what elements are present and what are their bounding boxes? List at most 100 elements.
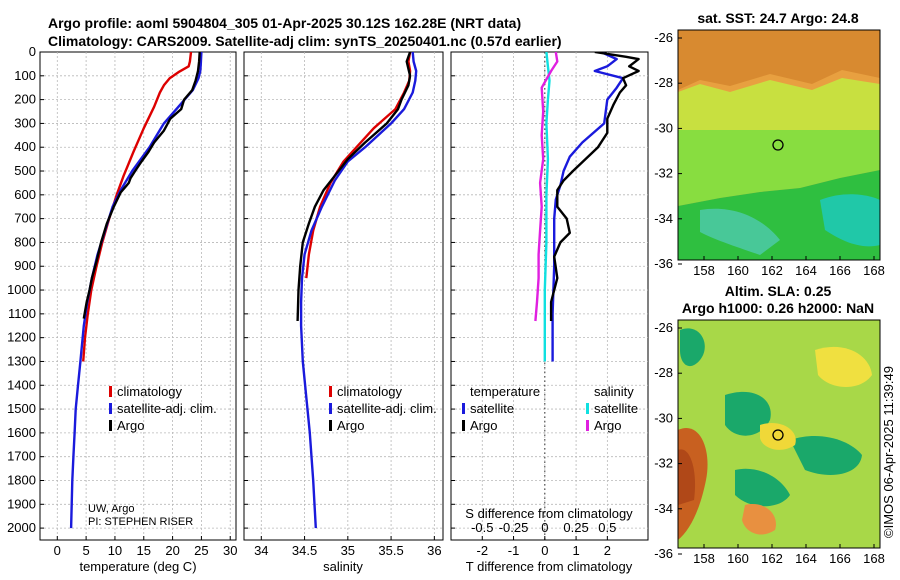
legend-label: Argo [337, 418, 364, 433]
x-tick-label: 25 [194, 543, 208, 558]
x-tick-label: 10 [108, 543, 122, 558]
lon-tick-label: 166 [829, 551, 851, 566]
sst-map-yellowgreen-band [678, 78, 880, 130]
x-tick-label: 30 [223, 543, 237, 558]
legend-label: climatology [117, 384, 183, 399]
difference-legend: temperature satellite Argo salinity sate… [462, 384, 638, 433]
difference-plot-frame [450, 51, 649, 541]
lon-tick-label: 166 [829, 263, 851, 278]
lon-tick-label: 164 [795, 263, 817, 278]
y-tick-label: 100 [14, 68, 36, 83]
sst-map [677, 29, 881, 261]
x-tick-label: 34.5 [292, 543, 317, 558]
y-tick-label: 300 [14, 115, 36, 130]
y-tick-label: 1900 [7, 496, 36, 511]
temperature-xlabel: temperature (deg C) [79, 559, 196, 574]
temperature-plot-frame [39, 51, 237, 541]
lon-tick-label: 164 [795, 551, 817, 566]
credit-pi: PI: STEPHEN RISER [88, 516, 193, 528]
lon-tick-label: 158 [693, 551, 715, 566]
lat-tick-label: -26 [654, 30, 673, 45]
y-tick-label: 1400 [7, 377, 36, 392]
series-line-t-argo [549, 52, 640, 321]
x-tick-label: -1 [508, 543, 520, 558]
lon-tick-label: 160 [727, 551, 749, 566]
sla-map-low-anomaly [735, 468, 790, 507]
x-tick-label: 0 [541, 543, 548, 558]
lat-tick-label: -26 [654, 320, 673, 335]
sla-map-frame [677, 319, 881, 549]
series-line-s-argo [534, 52, 559, 322]
y-tick-label: 800 [14, 234, 36, 249]
series-layer [69, 52, 640, 529]
lat-tick-label: -34 [654, 501, 673, 516]
sla-float-marker [772, 429, 784, 441]
y-tick-label: 0 [29, 44, 36, 59]
legend-swatch-satellite [329, 403, 332, 414]
x-tick-label: -2 [476, 543, 488, 558]
y-tick-label: 700 [14, 211, 36, 226]
s-tick-label: 0 [541, 520, 548, 535]
y-tick-label: 1200 [7, 330, 36, 345]
legend-swatch-argo [329, 420, 332, 431]
map-tick-layer: -26 -28 -30 -32 -34 -36 158 160 162 164 166 168 -26 -… [654, 30, 885, 566]
lon-tick-label: 162 [761, 263, 783, 278]
legend-swatch-satellite [109, 403, 112, 414]
y-tick-label: 1500 [7, 401, 36, 416]
series-line-argo [82, 52, 201, 319]
x-tick-label: 36 [427, 543, 441, 558]
y-tick-label: 900 [14, 258, 36, 273]
y-tick-label: 1000 [7, 282, 36, 297]
legend-swatch-climatology [329, 386, 332, 397]
sla-map [677, 319, 881, 549]
legend-label: Argo [117, 418, 144, 433]
credit-institution: UW, Argo [88, 503, 134, 515]
y-tick-label: 400 [14, 139, 36, 154]
lat-tick-label: -30 [654, 120, 673, 135]
lon-tick-label: 168 [863, 551, 885, 566]
series-line-climatology [82, 52, 193, 362]
x-tick-label: 35.5 [378, 543, 403, 558]
x-tick-label: 34 [254, 543, 268, 558]
lon-tick-label: 168 [863, 263, 885, 278]
tick-layer: 0 5 10 15 20 25 300100200300400500600700800900… [7, 44, 616, 558]
s-tick-label: 0.25 [563, 520, 588, 535]
x-tick-label: 2 [604, 543, 611, 558]
sst-map-green-band [678, 130, 880, 206]
legend-swatch-s-satellite [586, 403, 589, 414]
y-tick-label: 1800 [7, 472, 36, 487]
y-tick-label: 600 [14, 187, 36, 202]
y-tick-label: 1300 [7, 353, 36, 368]
sst-map-title: sat. SST: 24.7 Argo: 24.8 [697, 10, 859, 26]
sst-map-warm-region [678, 30, 880, 90]
y-tick-label: 1700 [7, 449, 36, 464]
legend-label: climatology [337, 384, 403, 399]
s-tick-label: 0.5 [598, 520, 616, 535]
lon-tick-label: 160 [727, 263, 749, 278]
salinity-legend: climatology satellite-adj. clim. Argo [329, 384, 437, 433]
imos-timestamp: ©IMOS 06-Apr-2025 11:39:49 [881, 366, 896, 538]
temperature-legend: climatology satellite-adj. clim. Argo [109, 384, 217, 433]
y-tick-label: 2000 [7, 520, 36, 535]
y-tick-label: 1600 [7, 425, 36, 440]
y-tick-label: 1100 [8, 306, 36, 321]
series-line-satellite-adj-clim- [299, 52, 418, 529]
legend-label: satellite [470, 401, 514, 416]
y-tick-label: 200 [14, 92, 36, 107]
x-tick-label: 0 [54, 543, 61, 558]
sla-map-high-anomaly-core [678, 449, 696, 505]
legend-swatch-argo [109, 420, 112, 431]
salinity-xlabel: salinity [323, 559, 363, 574]
sla-map-title-line1: Altim. SLA: 0.25 [725, 283, 832, 299]
legend-heading-temperature: temperature [470, 384, 540, 399]
legend-swatch-s-argo [586, 420, 589, 431]
lat-tick-label: -36 [654, 546, 673, 561]
lat-tick-label: -32 [654, 456, 673, 471]
sla-map-low-anomaly [790, 435, 862, 475]
y-tick-label: 500 [14, 163, 36, 178]
x-tick-label: 15 [137, 543, 151, 558]
legend-heading-salinity: salinity [594, 384, 634, 399]
sst-map-teal-patch-west [700, 208, 780, 255]
difference-xlabel-top: S difference from climatology [465, 506, 633, 521]
